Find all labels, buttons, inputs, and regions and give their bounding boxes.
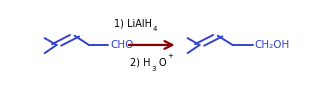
- Text: CH₂OH: CH₂OH: [255, 40, 290, 50]
- Text: 4: 4: [153, 26, 158, 32]
- Text: O: O: [159, 58, 166, 68]
- Text: 3: 3: [151, 66, 156, 72]
- Text: 2) H: 2) H: [130, 58, 151, 68]
- Text: CHO: CHO: [110, 40, 133, 50]
- Text: 1) LiAlH: 1) LiAlH: [114, 18, 152, 28]
- Text: +: +: [167, 53, 173, 59]
